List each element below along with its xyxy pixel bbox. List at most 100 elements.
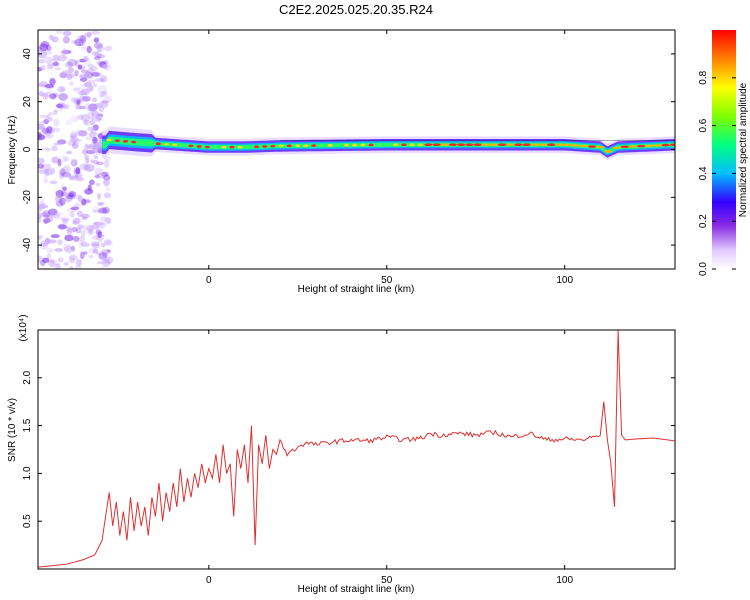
spectrogram-speckle (69, 133, 77, 138)
spectrogram-speckle (79, 251, 85, 260)
spectrogram-hotspot (473, 143, 482, 147)
spectrogram-speckle (60, 49, 69, 55)
spectrogram-speckle (64, 155, 70, 161)
spectrogram-speckle (49, 78, 56, 86)
spectrogram-speckle (59, 168, 67, 176)
snr-plot-area (38, 330, 675, 568)
spectrogram-speckle (50, 167, 56, 175)
spectrogram-speckle (60, 216, 70, 221)
spectrogram-speckle (67, 58, 78, 67)
spectrogram-speckle (73, 235, 80, 242)
spectrogram-speckle (96, 161, 104, 166)
spectrogram-speckle (59, 72, 68, 79)
spectrogram-speckle (70, 159, 78, 167)
spectrogram-hotspot (538, 143, 547, 147)
snr-ytick-label: 1.5 (22, 418, 33, 432)
spectrogram-hotspot (563, 143, 572, 147)
spectrogram-hotspot (213, 145, 219, 149)
spectrogram-hotspot (588, 145, 597, 148)
spectrogram-hotspot (221, 145, 227, 149)
spectrogram-speckle (44, 169, 50, 177)
colorbar: 0.0 0.2 0.4 0.6 0.8 Normalized spectral ampl… (698, 30, 749, 276)
spectrogram-speckle (82, 119, 92, 126)
spectrogram-ytick-label: 0 (22, 146, 33, 152)
spectrogram-speckle (47, 112, 55, 116)
spectrogram-speckle (92, 136, 98, 144)
spectrogram-speckle (92, 72, 101, 77)
colorbar-label: Normalized spectral amplitude (738, 82, 749, 217)
spectrogram-speckle (71, 40, 77, 44)
spectrogram-speckle (47, 126, 55, 134)
spectrogram-speckle (94, 174, 100, 179)
spectrogram-hotspot (254, 145, 260, 149)
spectrogram-hotspot (424, 143, 433, 147)
spectrogram-speckle (43, 56, 54, 64)
spectrogram-speckle (55, 262, 61, 269)
spectrogram-speckle (48, 239, 57, 244)
spectrogram-speckle (49, 93, 57, 100)
spectrogram-speckle (59, 168, 66, 177)
spectrogram-speckle (86, 144, 95, 148)
spectrogram-speckle (98, 239, 103, 244)
spectrogram-speckle (40, 259, 46, 267)
spectrogram-speckle (55, 30, 64, 35)
spectrogram-hotspot (237, 145, 243, 149)
spectrogram-speckle (63, 261, 69, 266)
spectrogram-speckle (101, 256, 111, 263)
spectrogram-ytick-label: -40 (22, 237, 33, 252)
spectrogram-hotspot (123, 140, 129, 143)
spectrogram-speckle (43, 213, 50, 219)
spectrogram-speckle (80, 242, 90, 247)
spectrogram-speckle (87, 63, 94, 68)
spectrogram-speckle (79, 94, 85, 99)
snr-xtick-label: 50 (381, 575, 393, 586)
spectrogram-speckle (88, 103, 98, 112)
spectrogram-speckle (98, 91, 104, 99)
spectrogram-speckle (75, 177, 85, 182)
spectrogram-hotspot (163, 142, 169, 146)
spectrogram-speckle (61, 155, 68, 163)
spectrogram-hotspot (596, 145, 605, 149)
spectrogram-speckle (92, 117, 102, 122)
spectrogram-speckle (52, 54, 60, 62)
spectrogram-speckle (88, 179, 95, 186)
spectrogram-hotspot (457, 143, 466, 147)
spectrogram-speckle (70, 206, 80, 211)
spectrogram-speckle (57, 158, 62, 167)
spectrogram-speckle (38, 58, 45, 64)
spectrogram-speckle (38, 166, 43, 171)
snr-panel: 0 50 100 0.5 1.0 1.5 2.0 Height of straight li… (7, 314, 676, 595)
spectrogram-speckle (38, 212, 41, 221)
spectrogram-speckle (90, 241, 100, 247)
spectrogram-speckle (46, 63, 54, 70)
spectrogram-speckle (74, 70, 79, 77)
spectrogram-speckle (83, 118, 89, 126)
spectrogram-hotspot (188, 144, 194, 148)
spectrogram-speckle (76, 210, 83, 217)
spectrogram-speckle (38, 149, 41, 154)
spectrogram-speckle (41, 163, 52, 171)
spectrogram-speckle (39, 212, 49, 218)
spectrogram-hotspot (180, 144, 186, 147)
spectrogram-speckle (96, 150, 101, 155)
spectrogram-speckle (102, 206, 110, 215)
spectrogram-speckle (74, 59, 80, 67)
spectrogram-hotspot (571, 144, 580, 147)
spectrogram-speckle (62, 219, 69, 224)
snr-ytick-label: 0.5 (22, 514, 33, 528)
spectrogram-ytick-label: 40 (22, 48, 33, 60)
spectrogram-speckle (80, 69, 89, 73)
spectrogram-speckle (66, 189, 73, 198)
colorbar-tick-label: 0.6 (698, 118, 709, 132)
spectrogram-speckle (65, 61, 74, 68)
spectrogram-hotspot (311, 144, 317, 147)
spectrogram-speckle (59, 87, 65, 92)
spectrogram-speckle (42, 210, 50, 218)
spectrogram-speckle (92, 83, 98, 88)
spectrogram-speckle (98, 105, 105, 113)
spectrogram-hotspot (637, 144, 646, 148)
spectrogram-speckle (76, 223, 85, 229)
spectrogram-speckle (96, 192, 102, 200)
colorbar-tick-label: 0.4 (698, 166, 709, 180)
